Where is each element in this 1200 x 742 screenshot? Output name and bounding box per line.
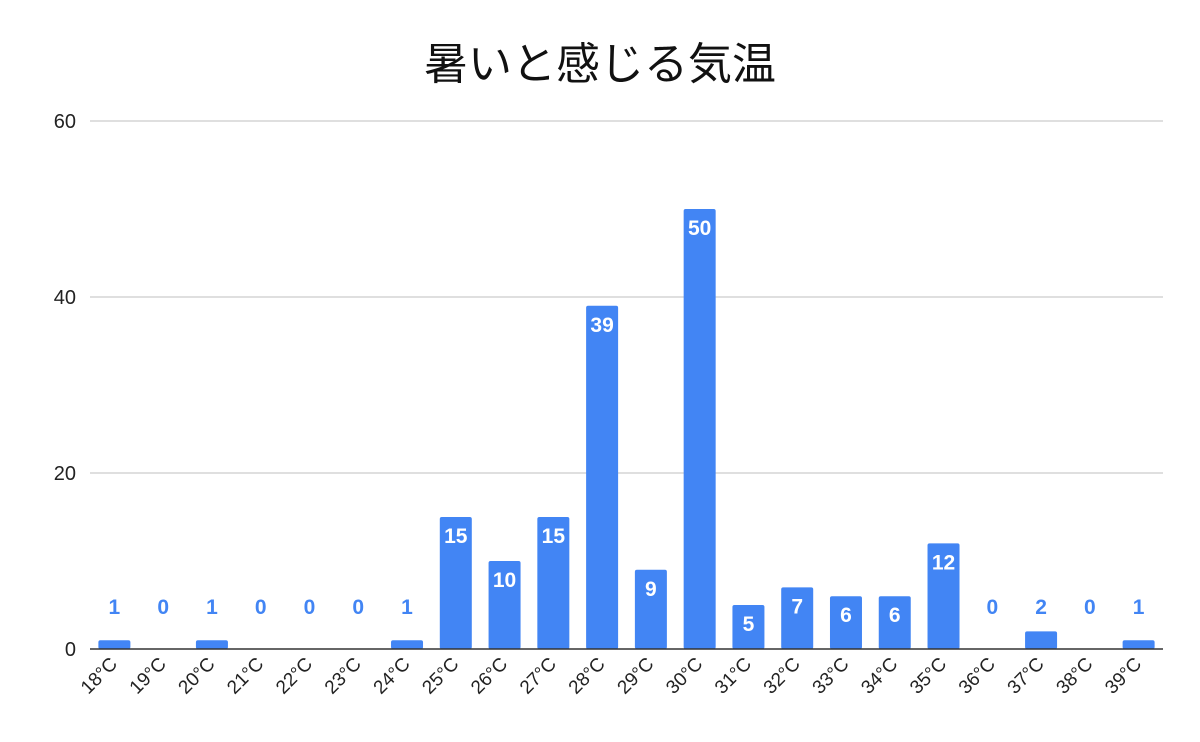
x-tick-label: 35°C [906, 654, 951, 699]
x-tick-label: 33°C [809, 654, 854, 699]
x-tick-label: 20°C [175, 654, 220, 699]
x-tick-label: 21°C [223, 654, 268, 699]
bar [683, 209, 716, 649]
x-tick-label: 25°C [418, 654, 463, 699]
y-tick-label: 60 [54, 111, 76, 133]
data-label: 0 [986, 596, 998, 619]
data-label: 9 [645, 578, 657, 601]
x-tick-label: 24°C [370, 654, 415, 699]
data-label: 0 [157, 596, 169, 619]
data-label: 0 [304, 596, 316, 619]
data-label: 0 [352, 596, 364, 619]
bar [927, 543, 960, 649]
x-tick-label: 31°C [711, 654, 756, 699]
x-tick-label: 23°C [321, 654, 366, 699]
x-tick-label: 38°C [1053, 654, 1098, 699]
data-label: 10 [493, 569, 516, 592]
bar [1122, 640, 1155, 649]
bar [98, 640, 131, 649]
data-label: 39 [590, 314, 613, 337]
bar [195, 640, 228, 649]
bar [586, 305, 619, 649]
y-tick-label: 0 [65, 639, 76, 661]
bar [781, 587, 814, 649]
x-tick-label: 28°C [565, 654, 610, 699]
x-tick-label: 34°C [857, 654, 902, 699]
x-tick-label: 22°C [272, 654, 317, 699]
x-tick-label: 37°C [1004, 654, 1049, 699]
bar [732, 605, 765, 649]
y-tick-label: 20 [54, 463, 76, 485]
x-tick-label: 30°C [662, 654, 707, 699]
bar [829, 596, 862, 649]
x-axis: 18°C 19°C 20°C 21°C 22°C 23°C 24°C 25°C 26°C 27°C… [77, 654, 1146, 699]
gridlines [90, 120, 1163, 474]
data-label: 1 [1133, 596, 1145, 619]
data-label: 12 [932, 551, 955, 574]
bars [98, 209, 1155, 649]
data-label: 15 [444, 525, 468, 548]
x-tick-label: 32°C [760, 654, 805, 699]
data-label: 15 [542, 525, 566, 548]
data-label: 2 [1035, 596, 1047, 619]
data-label: 1 [109, 596, 121, 619]
bar [1025, 631, 1058, 649]
bar [488, 561, 521, 649]
x-tick-label: 27°C [516, 654, 561, 699]
x-tick-label: 26°C [467, 654, 512, 699]
data-label: 0 [1084, 596, 1096, 619]
bar [878, 596, 911, 649]
data-label: 7 [791, 595, 803, 618]
data-label: 1 [401, 596, 413, 619]
data-label: 0 [255, 596, 267, 619]
bar [537, 517, 570, 649]
data-label: 1 [206, 596, 218, 619]
bar [391, 640, 424, 649]
data-label: 6 [840, 604, 852, 627]
x-tick-label: 29°C [614, 654, 659, 699]
bar [439, 517, 472, 649]
x-tick-label: 36°C [955, 654, 1000, 699]
x-tick-label: 18°C [77, 654, 122, 699]
data-label: 5 [743, 613, 755, 636]
x-tick-label: 19°C [126, 654, 171, 699]
y-tick-label: 40 [54, 287, 76, 309]
chart-title: 暑いと感じる気温 [424, 39, 776, 90]
data-label: 50 [688, 217, 711, 240]
x-tick-label: 39°C [1101, 654, 1146, 699]
data-label: 6 [889, 604, 901, 627]
bar [634, 569, 667, 649]
